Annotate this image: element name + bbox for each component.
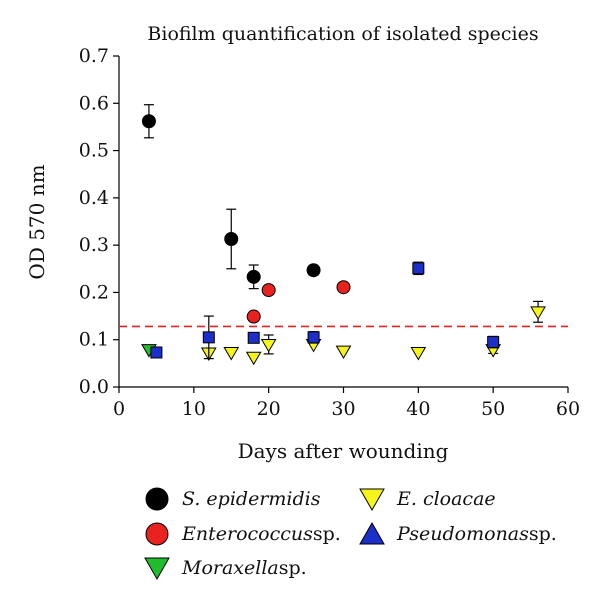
legend-label-s-epidermidis: S. epidermidis — [182, 488, 321, 510]
pseudomonas-sp-point — [412, 262, 425, 275]
e-cloacae-point — [530, 306, 546, 320]
y-tick-label: 0.0 — [79, 376, 109, 398]
s-epidermidis-point — [224, 231, 239, 246]
y-tick-label: 0.6 — [79, 92, 109, 114]
pseudomonas-sp-point — [247, 331, 260, 344]
pseudomonas-sp-point — [307, 331, 320, 344]
legend-label-moraxella: Moraxella — [182, 557, 279, 579]
black-circle-marker-icon — [145, 487, 169, 511]
s-epidermidis-point — [246, 269, 261, 284]
x-tick-label: 30 — [331, 398, 355, 420]
plot-area: 0.0 0.1 0.2 0.3 0.4 0.5 0.6 0.7 0 10 20 30 40 50 60 — [79, 45, 580, 420]
pseudomonas-sp-point — [487, 336, 500, 349]
legend-label-pseudomonas: Pseudomonas — [397, 523, 529, 545]
x-axis-label: Days after wounding — [238, 439, 449, 463]
s-epidermidis-point — [306, 263, 321, 278]
y-tick-label: 0.1 — [79, 329, 109, 351]
x-tick-label: 20 — [257, 398, 281, 420]
legend-label-enterococcus: Enterococcus — [182, 523, 313, 545]
y-tick-label: 0.4 — [79, 187, 109, 209]
x-tick-label: 60 — [556, 398, 580, 420]
s-epidermidis-point — [141, 114, 156, 129]
yellow-triangle-down-marker-icon — [359, 488, 385, 512]
blue-triangle-up-marker-icon — [359, 521, 385, 545]
legend-item-enterococcus: Enterococcus sp. — [142, 519, 341, 549]
x-tick-label: 40 — [406, 398, 430, 420]
chart-title: Biofilm quantification of isolated speci… — [147, 23, 538, 45]
pseudomonas-sp-point — [150, 346, 163, 359]
legend-item-moraxella: Moraxella sp. — [142, 553, 307, 583]
e-cloacae-point — [410, 346, 427, 361]
legend-item-e-cloacae: E. cloacae — [357, 484, 496, 514]
x-tick-label: 10 — [182, 398, 206, 420]
enterococcus-sp-point — [246, 309, 261, 324]
enterococcus-sp-point — [261, 283, 276, 298]
red-circle-marker-icon — [145, 522, 169, 546]
legend-label-e-cloacae: E. cloacae — [397, 488, 496, 510]
e-cloacae-point — [335, 345, 352, 360]
green-triangle-down-marker-icon — [144, 557, 170, 581]
x-tick-label: 0 — [113, 398, 125, 420]
y-tick-label: 0.3 — [79, 234, 109, 256]
enterococcus-sp-point — [336, 280, 351, 295]
x-tick-label: 50 — [481, 398, 505, 420]
e-cloacae-point — [260, 338, 277, 353]
y-tick-label: 0.7 — [79, 45, 109, 67]
e-cloacae-point — [223, 346, 240, 361]
pseudomonas-sp-point — [202, 331, 215, 344]
legend-item-pseudomonas: Pseudomonas sp. — [357, 519, 557, 549]
y-tick-label: 0.2 — [79, 281, 109, 303]
e-cloacae-point — [245, 351, 262, 366]
y-axis-label: OD 570 nm — [25, 164, 49, 279]
y-tick-label: 0.5 — [79, 140, 109, 162]
legend-item-s-epidermidis: S. epidermidis — [142, 484, 320, 514]
